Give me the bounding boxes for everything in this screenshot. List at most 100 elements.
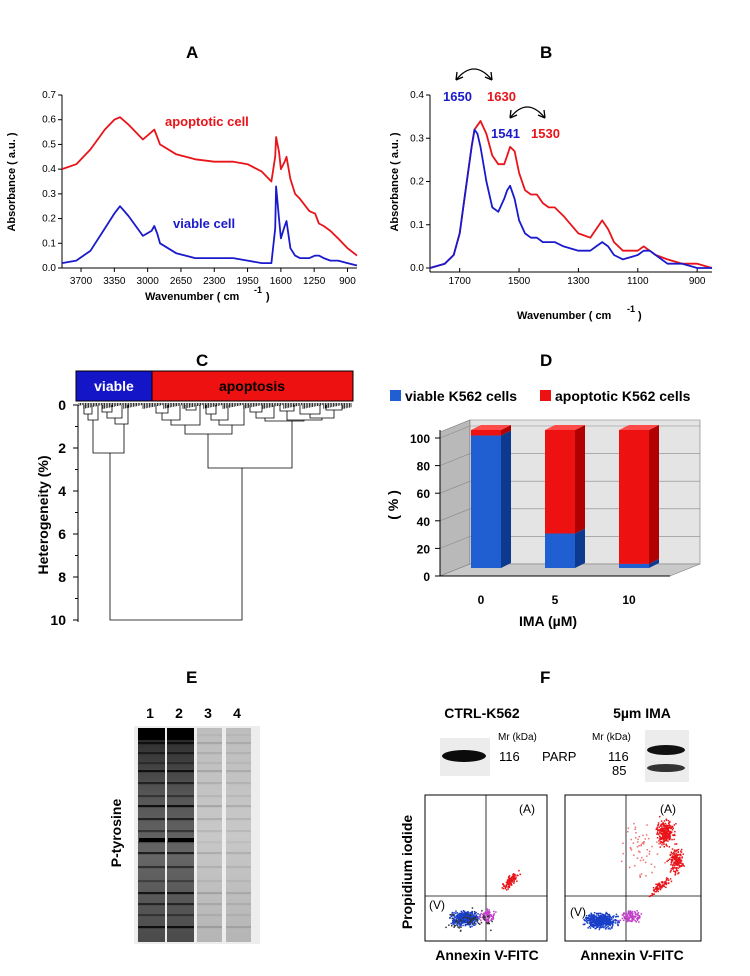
event-dot	[658, 882, 660, 884]
event-dot	[602, 919, 604, 921]
event-dot	[661, 882, 664, 884]
event-dot	[676, 849, 679, 851]
event-dot	[674, 873, 677, 875]
event-dot	[662, 831, 665, 834]
event-dot	[586, 917, 588, 919]
event-dot	[460, 920, 462, 922]
event-dot	[662, 827, 664, 829]
event-dot	[607, 922, 609, 924]
blot-band	[138, 892, 165, 895]
mw-116-ctrl: 116	[499, 749, 520, 764]
event-dot	[464, 924, 467, 927]
event-dot	[654, 890, 656, 893]
event-dot	[490, 919, 492, 922]
event-dot	[680, 850, 682, 853]
event-dot	[451, 921, 454, 924]
event-dot	[511, 881, 514, 883]
event-dot	[659, 832, 661, 834]
event-dot	[656, 883, 659, 885]
event-dot	[460, 923, 462, 925]
event-dot	[639, 916, 641, 918]
event-dot	[449, 917, 451, 919]
event-dot	[664, 835, 667, 837]
event-dot	[469, 921, 471, 923]
event-dot	[676, 854, 679, 856]
event-dot	[484, 918, 487, 920]
event-dot	[508, 886, 511, 889]
event-dot	[656, 831, 659, 834]
event-dot	[471, 907, 474, 909]
event-dot	[662, 833, 664, 835]
y-tick-label: 0.2	[42, 214, 56, 225]
event-dot	[488, 911, 491, 913]
event-dot	[459, 914, 462, 917]
event-dot	[638, 850, 640, 853]
event-dot	[652, 889, 655, 891]
event-dot	[664, 831, 666, 833]
event-dot	[587, 927, 589, 929]
event-dot	[682, 862, 684, 865]
event-dot	[466, 917, 468, 920]
event-dot	[667, 820, 670, 822]
event-dot	[467, 913, 469, 916]
event-dot	[623, 919, 625, 921]
event-dot	[659, 888, 662, 891]
event-dot	[670, 856, 673, 859]
bar-side	[649, 558, 659, 568]
event-dot	[598, 920, 600, 923]
event-dot	[460, 926, 462, 929]
event-dot	[674, 862, 677, 865]
event-dot	[606, 912, 608, 915]
event-dot	[665, 881, 667, 883]
event-dot	[656, 889, 658, 891]
event-dot	[445, 926, 447, 929]
event-dot	[608, 921, 611, 924]
event-dot	[667, 835, 669, 837]
event-dot	[473, 919, 475, 921]
event-dot	[614, 918, 617, 921]
event-dot	[507, 883, 509, 885]
event-dot	[666, 826, 668, 828]
event-dot	[457, 915, 460, 918]
event-dot	[645, 875, 647, 877]
event-dot	[504, 887, 507, 890]
event-dot	[458, 913, 460, 916]
event-dot	[654, 888, 657, 890]
blot-band	[138, 782, 165, 785]
event-dot	[585, 916, 587, 919]
event-dot	[611, 924, 614, 926]
event-dot	[506, 881, 509, 884]
event-dot	[640, 843, 643, 846]
event-dot	[677, 848, 680, 851]
event-dot	[666, 828, 669, 830]
panel-a-y-ticks: 0.0 0.1 0.2 0.3 0.4 0.5 0.6 0.7	[42, 90, 62, 274]
event-dot	[666, 845, 668, 847]
event-dot	[473, 922, 476, 924]
event-dot	[630, 838, 632, 841]
event-dot	[461, 911, 463, 914]
event-dot	[627, 910, 630, 912]
event-dot	[474, 921, 476, 923]
event-dot	[632, 918, 635, 921]
event-dot	[592, 919, 594, 921]
event-dot	[631, 918, 633, 921]
event-dot	[674, 855, 677, 857]
event-dot	[603, 923, 605, 925]
event-dot	[509, 880, 511, 882]
blot-band	[138, 762, 165, 765]
event-dot	[672, 852, 674, 855]
event-dot	[470, 911, 473, 913]
event-dot	[652, 887, 655, 889]
event-dot	[624, 917, 626, 920]
event-dot	[596, 922, 598, 924]
flow-plot-ima	[564, 794, 702, 942]
event-dot	[595, 920, 598, 922]
event-dot	[592, 918, 594, 920]
event-dot	[677, 860, 680, 862]
lane-3-label: 3	[204, 705, 212, 721]
event-dot	[665, 886, 667, 889]
event-dot	[459, 930, 462, 932]
event-dot	[490, 915, 493, 918]
event-dot	[478, 916, 481, 918]
lane-4-label: 4	[233, 705, 241, 721]
